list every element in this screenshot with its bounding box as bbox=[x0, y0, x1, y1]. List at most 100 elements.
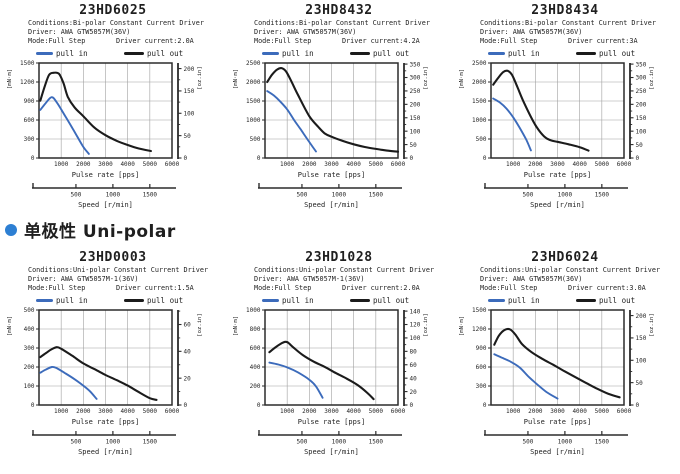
svg-text:2500: 2500 bbox=[472, 60, 487, 67]
pull-out-line-swatch bbox=[576, 299, 596, 302]
chart-conditions: Conditions:Bi-polar Constant Current Dri… bbox=[28, 19, 226, 46]
conditions-line: Conditions:Bi-polar Constant Current Dri… bbox=[480, 19, 656, 27]
legend-item-pull-out: pull out bbox=[350, 295, 409, 306]
conditions-line: Conditions:Bi-polar Constant Current Dri… bbox=[28, 19, 204, 27]
svg-text:50: 50 bbox=[184, 133, 192, 140]
legend-item-pull-out: pull out bbox=[350, 48, 409, 59]
pull-in-label: pull in bbox=[508, 48, 540, 58]
chart-title: 23HD0003 bbox=[79, 249, 147, 265]
bipolar-chart-row: 23HD6025 Conditions:Bi-polar Constant Cu… bbox=[0, 0, 680, 211]
chart-conditions: Conditions:Bi-polar Constant Current Dri… bbox=[254, 19, 452, 46]
chart-block-23HD8434: 23HD8434 Conditions:Bi-polar Constant Cu… bbox=[452, 0, 678, 211]
mode-label: Mode:Full Step bbox=[254, 36, 312, 45]
svg-text:0: 0 bbox=[483, 402, 487, 409]
torque-curve-plot: 0 500 1000 1500 2000 2500 [mN·m] 0 50 100 150 200 25… bbox=[233, 60, 429, 209]
svg-text:[mN·m]: [mN·m] bbox=[459, 316, 465, 336]
svg-text:2000: 2000 bbox=[528, 161, 543, 168]
chart-block-23HD0003: 23HD0003 Conditions:Uni-polar Constant C… bbox=[0, 247, 226, 458]
svg-text:100: 100 bbox=[636, 128, 647, 135]
section-bullet-icon bbox=[5, 223, 17, 236]
svg-text:Speed [r/min]: Speed [r/min] bbox=[304, 448, 359, 456]
mode-label: Mode:Full Step bbox=[28, 283, 86, 292]
chart-title: 23HD6025 bbox=[79, 3, 147, 18]
svg-text:0: 0 bbox=[31, 155, 35, 162]
conditions-line: Conditions:Uni-polar Constant Current Dr… bbox=[480, 265, 661, 274]
driver-current-label: Driver current:3.0A bbox=[568, 283, 646, 292]
pull-out-line-swatch bbox=[124, 299, 144, 302]
svg-text:1500: 1500 bbox=[143, 191, 158, 198]
legend-item-pull-out: pull out bbox=[576, 295, 635, 306]
svg-text:200: 200 bbox=[636, 313, 647, 320]
svg-text:1000: 1000 bbox=[106, 438, 121, 445]
svg-text:1500: 1500 bbox=[369, 191, 384, 198]
svg-text:350: 350 bbox=[636, 61, 647, 68]
svg-text:6000: 6000 bbox=[617, 408, 632, 415]
svg-text:6000: 6000 bbox=[617, 161, 632, 168]
torque-curve-plot: 0 200 400 600 800 1000 [mN·m] 0 20 40 60 80 100 120 14… bbox=[233, 307, 429, 456]
svg-text:100: 100 bbox=[184, 110, 195, 117]
svg-text:1500: 1500 bbox=[20, 60, 35, 67]
svg-text:1200: 1200 bbox=[20, 79, 35, 86]
unipolar-section-heading: 单极性 Uni-polar bbox=[5, 219, 680, 243]
mode-line: Mode:Full Step Driver current:2.0A bbox=[254, 284, 452, 293]
svg-text:1500: 1500 bbox=[595, 438, 610, 445]
svg-text:40: 40 bbox=[184, 348, 192, 355]
pull-in-line-swatch bbox=[36, 299, 53, 302]
driver-line: Driver: AWA GTW5057M(36V) bbox=[480, 27, 583, 36]
svg-text:1000: 1000 bbox=[332, 191, 347, 198]
svg-text:1000: 1000 bbox=[54, 408, 69, 415]
svg-text:[mN·m]: [mN·m] bbox=[7, 69, 13, 89]
legend-item-pull-out: pull out bbox=[576, 48, 635, 59]
svg-text:1000: 1000 bbox=[472, 117, 487, 124]
svg-text:300: 300 bbox=[24, 136, 35, 143]
svg-text:6000: 6000 bbox=[391, 161, 406, 168]
svg-text:Pulse rate [pps]: Pulse rate [pps] bbox=[298, 171, 365, 179]
chart-conditions: Conditions:Uni-polar Constant Current Dr… bbox=[480, 266, 678, 293]
torque-curve-plot: 0 500 1000 1500 2000 2500 [mN·m] 0 50 100 150 200 25… bbox=[459, 60, 655, 209]
svg-text:200: 200 bbox=[410, 101, 421, 108]
svg-text:Speed [r/min]: Speed [r/min] bbox=[304, 201, 359, 209]
driver-current-label: Driver current:4.2A bbox=[342, 36, 420, 45]
svg-text:6000: 6000 bbox=[391, 408, 406, 415]
chart-legend: pull in pull out bbox=[452, 48, 678, 59]
legend-item-pull-out: pull out bbox=[124, 295, 183, 306]
svg-text:150: 150 bbox=[636, 335, 647, 342]
svg-text:200: 200 bbox=[250, 383, 261, 390]
legend-item-pull-in: pull in bbox=[488, 48, 540, 59]
svg-text:0: 0 bbox=[410, 402, 414, 409]
svg-text:250: 250 bbox=[410, 88, 421, 95]
svg-text:2500: 2500 bbox=[246, 60, 261, 67]
svg-text:0: 0 bbox=[257, 155, 261, 162]
svg-text:[mN·m]: [mN·m] bbox=[233, 69, 239, 89]
svg-text:1000: 1000 bbox=[332, 438, 347, 445]
chart-block-23HD6025: 23HD6025 Conditions:Bi-polar Constant Cu… bbox=[0, 0, 226, 211]
svg-text:120: 120 bbox=[410, 322, 421, 329]
chart-legend: pull in pull out bbox=[0, 295, 226, 306]
svg-text:1000: 1000 bbox=[506, 408, 521, 415]
conditions-line: Conditions:Uni-polar Constant Current Dr… bbox=[254, 265, 435, 274]
svg-text:Speed [r/min]: Speed [r/min] bbox=[530, 201, 585, 209]
chart-title: 23HD8432 bbox=[305, 3, 373, 18]
svg-text:500: 500 bbox=[24, 307, 35, 314]
legend-item-pull-out: pull out bbox=[124, 48, 183, 59]
svg-text:150: 150 bbox=[184, 88, 195, 95]
svg-text:1000: 1000 bbox=[280, 408, 295, 415]
svg-text:1500: 1500 bbox=[595, 191, 610, 198]
pull-out-line-swatch bbox=[576, 52, 596, 55]
pull-in-label: pull in bbox=[56, 48, 88, 58]
svg-text:3000: 3000 bbox=[324, 408, 339, 415]
svg-text:3000: 3000 bbox=[550, 161, 565, 168]
svg-text:2000: 2000 bbox=[76, 408, 91, 415]
section-heading-text: 单极性 Uni-polar bbox=[24, 222, 176, 243]
svg-text:350: 350 bbox=[410, 61, 421, 68]
svg-text:[oz.in]: [oz.in] bbox=[649, 313, 655, 337]
chart-block-23HD1028: 23HD1028 Conditions:Uni-polar Constant C… bbox=[226, 247, 452, 458]
svg-text:150: 150 bbox=[636, 115, 647, 122]
chart-legend: pull in pull out bbox=[226, 295, 452, 306]
pull-in-line-swatch bbox=[36, 52, 53, 55]
chart-block-23HD8432: 23HD8432 Conditions:Bi-polar Constant Cu… bbox=[226, 0, 452, 211]
svg-text:500: 500 bbox=[71, 438, 82, 445]
svg-text:Pulse rate [pps]: Pulse rate [pps] bbox=[72, 171, 139, 179]
svg-text:1000: 1000 bbox=[246, 307, 261, 314]
svg-text:2000: 2000 bbox=[302, 408, 317, 415]
